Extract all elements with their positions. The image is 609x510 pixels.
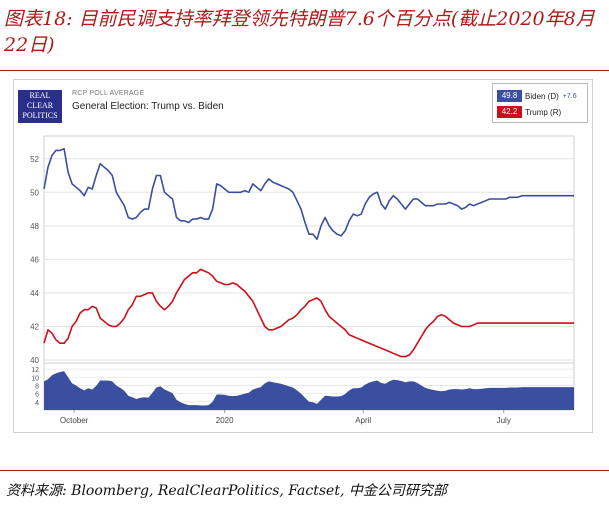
trump-line [43, 268, 574, 358]
spread-y-tick-label: 6 [35, 392, 39, 399]
poll-average-label: RCP POLL AVERAGE [72, 90, 145, 97]
spread-y-tick-label: 4 [35, 400, 39, 407]
spread-y-tick-label: 10 [31, 375, 39, 382]
main-y-tick-label: 44 [30, 289, 39, 298]
main-y-tick-label: 50 [30, 188, 39, 197]
main-y-tick-label: 48 [30, 222, 39, 231]
main-y-tick-label: 40 [30, 356, 39, 365]
source-rule [0, 470, 609, 471]
main-y-tick-label: 52 [30, 155, 39, 164]
chart-subtitle: General Election: Trump vs. Biden [72, 101, 224, 112]
x-tick-label: April [355, 416, 371, 425]
legend-trump-value: 42.2 [497, 106, 522, 118]
x-tick-label: July [497, 416, 511, 425]
logo-line-2: CLEAR [26, 101, 54, 110]
legend-biden-value: 49.8 [497, 90, 522, 102]
spread-area [44, 371, 574, 410]
legend-trump-name: Trump (R) [525, 107, 562, 117]
biden-line [43, 147, 574, 241]
legend-biden-name: Biden (D) [525, 91, 559, 101]
spread-y-tick-label: 8 [35, 383, 39, 390]
legend-biden: 49.8 Biden (D) +7.6 [497, 90, 577, 102]
rcp-logo: REAL CLEAR POLITICS [18, 90, 62, 123]
legend-trump: 42.2 Trump (R) [497, 106, 565, 118]
logo-line-3: POLITICS [22, 111, 58, 120]
spread-y-tick-label: 12 [31, 367, 39, 374]
x-tick-label: 2020 [216, 416, 234, 425]
figure-title: 图表18: 目前民调支持率拜登领先特朗普7.6个百分点(截止2020年8月22日… [4, 8, 595, 56]
chart-panel: REAL CLEAR POLITICS RCP POLL AVERAGE Gen… [13, 79, 593, 433]
legend: 49.8 Biden (D) +7.6 42.2 Trump (R) [492, 83, 588, 123]
legend-biden-spread: +7.6 [562, 92, 577, 100]
main-y-tick-label: 46 [30, 255, 39, 264]
title-rule [0, 70, 609, 71]
main-y-tick-label: 42 [30, 322, 39, 331]
x-tick-label: October [60, 416, 89, 425]
source-note: 资料来源: Bloomberg, RealClearPolitics, Fact… [6, 483, 447, 499]
logo-line-1: REAL [29, 91, 51, 100]
